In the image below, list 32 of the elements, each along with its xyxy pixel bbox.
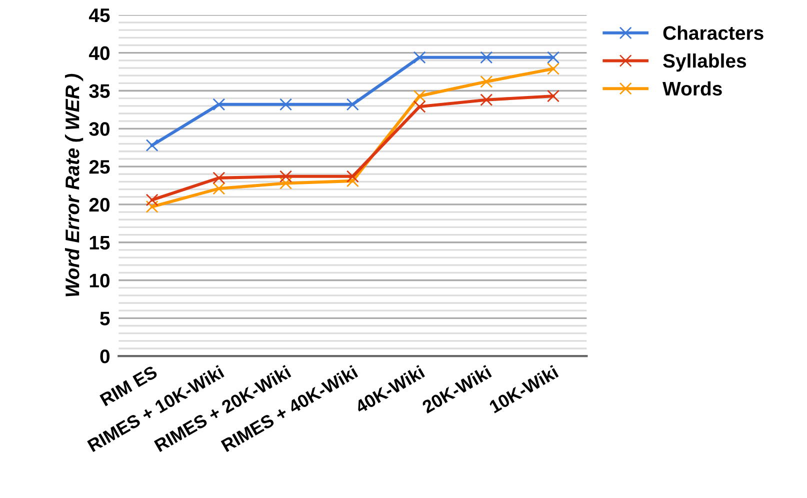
y-tick-label: 30 (89, 122, 110, 136)
point (212, 98, 226, 111)
y-tick-label: 0 (100, 350, 110, 364)
y-axis-title: Word Error Rate ( WER ) (64, 74, 84, 296)
legend-label: Syllables (663, 53, 746, 72)
point (413, 90, 426, 102)
point (413, 51, 426, 64)
y-tick-label: 25 (89, 160, 110, 174)
y-tick-label: 10 (90, 274, 110, 288)
y-tick-label: 35 (89, 84, 110, 98)
y-tick-label: 45 (88, 8, 110, 22)
point (280, 170, 292, 183)
y-tick-label: 20 (89, 198, 110, 212)
point (346, 170, 359, 183)
point (480, 51, 493, 64)
point (547, 51, 560, 64)
point (280, 98, 292, 111)
point (480, 75, 493, 88)
y-tick-label: 5 (100, 312, 110, 326)
point (146, 194, 158, 206)
y-tick-label: 15 (90, 236, 110, 250)
legend-label: Words (662, 81, 722, 96)
point (480, 94, 493, 106)
point (212, 182, 226, 195)
point (547, 90, 560, 102)
legend-label: Characters (663, 26, 764, 40)
point (346, 98, 359, 111)
y-tick-label: 40 (88, 46, 110, 60)
point (146, 139, 158, 152)
point (413, 100, 426, 113)
point (547, 62, 560, 76)
point (212, 172, 226, 184)
